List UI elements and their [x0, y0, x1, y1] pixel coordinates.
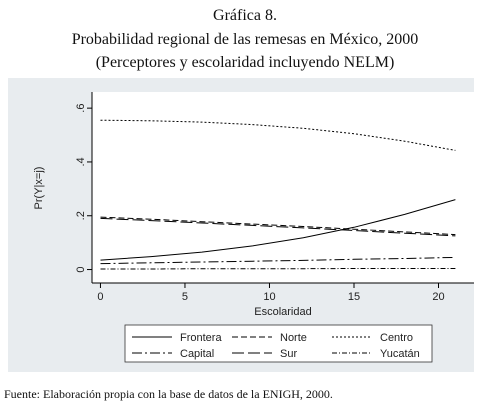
source-note: Fuente: Elaboración propia con la base d…: [4, 387, 333, 401]
legend-label: Sur: [280, 348, 297, 360]
series-line: [100, 217, 456, 237]
y-tick-label: .6: [75, 104, 87, 113]
chart-title: Gráfica 8.: [213, 7, 277, 24]
x-axis-label: Escolaridad: [254, 306, 311, 318]
x-tick-label: 20: [432, 291, 444, 303]
series-line: [100, 199, 456, 261]
series-line: [100, 268, 456, 270]
legend-label: Capital: [180, 348, 214, 360]
legend-label: Yucatán: [380, 348, 420, 360]
chart-subtitle: Probabilidad regional de las remesas en …: [72, 31, 419, 48]
series-line: [100, 256, 456, 265]
y-tick-label: 0: [75, 266, 87, 272]
y-tick-label: .4: [75, 157, 87, 166]
legend-label: Centro: [380, 332, 413, 344]
legend: [124, 324, 433, 363]
plot-area: [92, 92, 474, 283]
chart-subtitle: (Perceptores y escolaridad incluyendo NE…: [96, 54, 395, 71]
legend-label: Frontera: [180, 332, 222, 344]
y-axis-label: Pr(Y|x=j): [33, 167, 45, 210]
x-tick-label: 5: [182, 291, 188, 303]
x-tick-label: 15: [348, 291, 360, 303]
series-line: [100, 119, 456, 151]
x-tick-label: 10: [263, 291, 275, 303]
series-line: [100, 216, 456, 236]
x-tick-label: 0: [97, 291, 103, 303]
legend-label: Norte: [280, 332, 307, 344]
y-tick-label: .2: [75, 211, 87, 220]
